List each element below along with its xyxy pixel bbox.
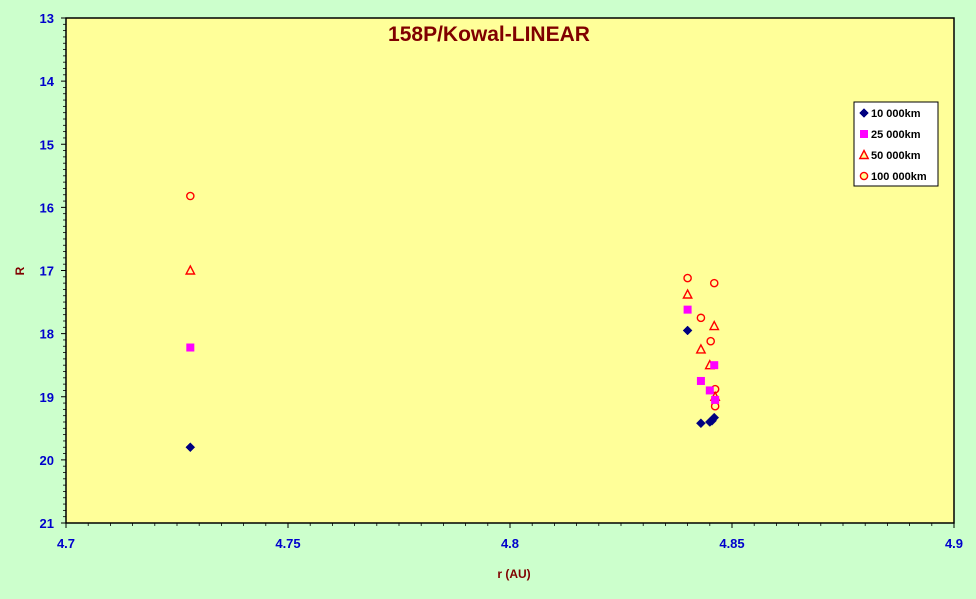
y-tick-label: 21 bbox=[40, 516, 54, 531]
y-axis-title: R bbox=[13, 266, 27, 275]
y-tick-label: 15 bbox=[40, 137, 54, 152]
data-point-triangle bbox=[695, 343, 707, 354]
data-point-square bbox=[711, 395, 720, 404]
data-point-square bbox=[696, 376, 705, 385]
legend-label: 100 000km bbox=[871, 171, 927, 183]
x-tick-label: 4.7 bbox=[57, 536, 75, 551]
y-tick-label: 14 bbox=[40, 74, 55, 89]
data-point-diamond bbox=[185, 442, 196, 453]
data-point-diamond bbox=[682, 325, 693, 336]
data-point-square bbox=[710, 361, 719, 370]
data-point-circle bbox=[186, 191, 195, 201]
y-tick-label: 16 bbox=[40, 200, 54, 215]
legend: 10 000km 25 000km 50 000km 100 000km bbox=[853, 101, 939, 187]
legend-marker-circle bbox=[859, 171, 869, 181]
chart-title: 158P/Kowal-LINEAR bbox=[388, 23, 590, 46]
legend-item: 10 000km bbox=[859, 108, 921, 120]
data-point-circle bbox=[683, 273, 692, 283]
legend-marker-square bbox=[860, 130, 868, 138]
axis-ticks bbox=[61, 17, 955, 528]
plot-area bbox=[65, 17, 955, 524]
y-tick-label: 13 bbox=[40, 11, 54, 26]
legend-marker-diamond bbox=[859, 108, 869, 118]
legend-marker-triangle bbox=[858, 148, 870, 160]
legend-item: 100 000km bbox=[859, 171, 927, 183]
data-point-circle bbox=[709, 278, 719, 288]
x-tick-label: 4.8 bbox=[501, 536, 519, 551]
data-point-triangle bbox=[708, 320, 720, 331]
data-points bbox=[184, 191, 721, 453]
legend-item: 50 000km bbox=[858, 148, 921, 162]
y-tick-label: 17 bbox=[40, 264, 54, 279]
data-point-circle bbox=[706, 336, 715, 346]
legend-label: 50 000km bbox=[871, 150, 921, 162]
x-tick-label: 4.85 bbox=[719, 536, 744, 551]
data-point-square bbox=[186, 343, 195, 352]
data-point-triangle bbox=[682, 288, 693, 299]
legend-box bbox=[853, 101, 939, 187]
legend-label: 10 000km bbox=[871, 108, 921, 120]
x-tick-label: 4.9 bbox=[945, 536, 963, 551]
data-point-square bbox=[683, 305, 692, 314]
legend-item: 25 000km bbox=[860, 129, 921, 141]
data-point-diamond bbox=[709, 412, 720, 423]
legend-label: 25 000km bbox=[871, 129, 921, 141]
data-point-square bbox=[705, 386, 714, 395]
y-tick-label: 18 bbox=[40, 327, 54, 342]
y-tick-label: 19 bbox=[40, 390, 54, 405]
data-point-triangle bbox=[184, 264, 196, 275]
x-axis-title: r (AU) bbox=[497, 567, 530, 581]
data-point-diamond bbox=[696, 418, 706, 429]
data-point-circle bbox=[696, 313, 706, 323]
x-tick-label: 4.75 bbox=[275, 536, 300, 551]
axis-tick-labels: 4.7 4.75 4.8 4.85 4.9 13 14 15 16 17 18 19 20 21 bbox=[40, 11, 964, 551]
y-tick-label: 20 bbox=[40, 453, 54, 468]
